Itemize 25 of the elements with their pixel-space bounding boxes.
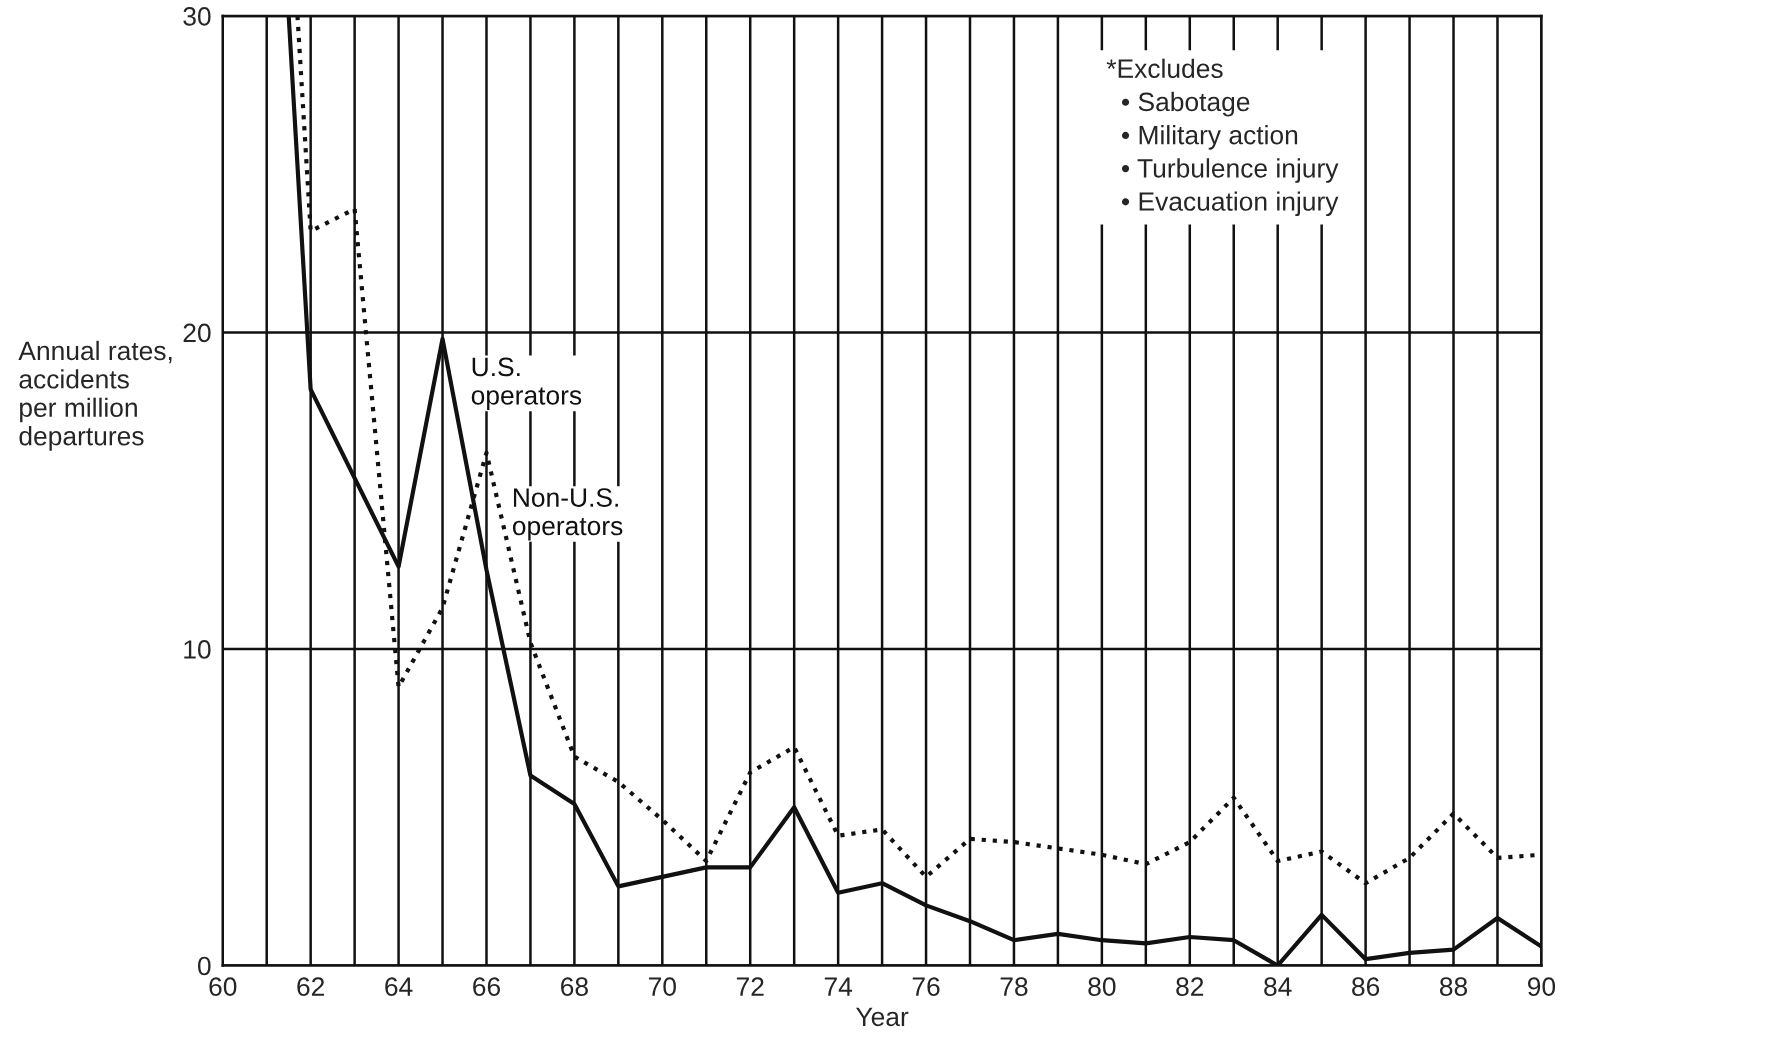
- x-tick-label: 88: [1439, 977, 1468, 996]
- x-tick-label: 74: [824, 977, 853, 996]
- x-tick-label: 82: [1176, 977, 1204, 996]
- x-tick-label: 64: [385, 977, 413, 996]
- x-axis-title: Year: [856, 1007, 909, 1027]
- x-tick-label: 78: [1000, 977, 1028, 996]
- x-tick-label: 68: [561, 977, 588, 996]
- x-tick-label: 86: [1352, 977, 1380, 996]
- y-tick-label: 0: [198, 956, 211, 976]
- x-tick-label: 72: [736, 977, 764, 996]
- x-tick-label: 66: [473, 977, 500, 996]
- series-label: Non-U.S. operators: [512, 488, 623, 541]
- x-tick-label: 90: [1527, 977, 1556, 996]
- annotation: *Excludes • Sabotage • Military action • Turbulence injury • Evacuation injury: [1106, 58, 1339, 217]
- x-tick-label: 76: [912, 977, 940, 996]
- x-tick-label: 62: [297, 977, 325, 996]
- y-tick-label: 10: [184, 640, 211, 659]
- series-label: U.S. operators: [471, 357, 582, 410]
- x-tick-label: 84: [1264, 977, 1292, 996]
- x-tick-label: 60: [209, 977, 237, 996]
- x-tick-label: 80: [1088, 977, 1116, 996]
- x-tick-label: 70: [648, 977, 676, 996]
- y-axis-title: Annual rates, accidents per million departures: [18, 340, 172, 451]
- y-tick-label: 30: [183, 7, 211, 26]
- y-tick-label: 20: [183, 323, 211, 343]
